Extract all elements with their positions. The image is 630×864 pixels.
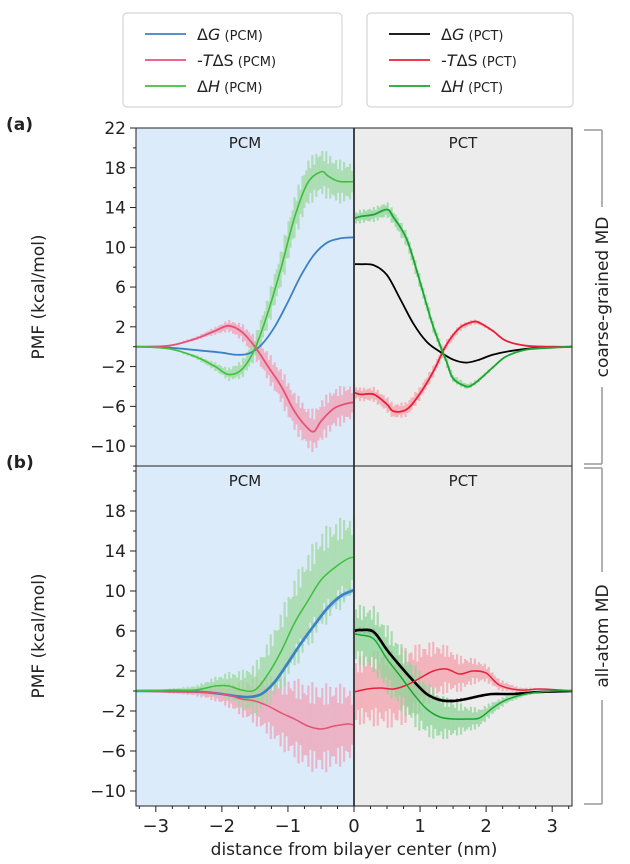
series-line-mTdS_PCT xyxy=(353,668,572,693)
legend-label: ΔH (PCM) xyxy=(197,77,262,96)
y-tick-label: −6 xyxy=(101,397,126,417)
y-tick-label: −10 xyxy=(90,437,126,457)
x-tick-label: −3 xyxy=(143,816,170,837)
legend-pcm: ΔG (PCM) -TΔS (PCM) ΔH (PCM) xyxy=(122,12,343,108)
y-tick-label: 14 xyxy=(104,199,126,219)
legend-frame xyxy=(122,12,343,108)
x-tick-label: 1 xyxy=(414,816,425,837)
region-label-pct: PCT xyxy=(449,134,479,152)
y-axis-label: PMF (kcal/mol) xyxy=(29,573,49,698)
y-tick-label: −2 xyxy=(101,358,126,378)
series-line-dH_PCM xyxy=(136,170,355,376)
y-tick-label: −2 xyxy=(101,702,126,722)
x-axis: −3 −2 −1 0 1 2 3 distance from bilayer center (… xyxy=(138,806,570,860)
y-tick-label: 22 xyxy=(104,119,126,139)
y-tick-label: 2 xyxy=(115,662,126,682)
region-label-pct: PCT xyxy=(449,472,479,490)
legend-label: ΔG (PCT) xyxy=(441,25,504,44)
region-label-pcm: PCM xyxy=(229,134,261,152)
y-tick-label: 10 xyxy=(104,238,126,258)
md-bracket: coarse-grained MD xyxy=(584,129,613,465)
series-line-dH_PCM xyxy=(136,556,355,693)
series-line-dH_PCT xyxy=(353,633,572,720)
panel-a: −10 −6 −2 2 6 10 14 18 22 PMF (kcal/mol) (a) PCM PCT… xyxy=(6,115,613,467)
series-line-mTdS_PCM xyxy=(136,690,355,730)
x-axis-label: distance from bilayer center (nm) xyxy=(211,840,498,860)
md-bracket: all-atom MD xyxy=(584,467,613,805)
legend-label: ΔH (PCT) xyxy=(441,77,503,96)
y-tick-label: 6 xyxy=(115,278,126,298)
y-tick-label: 6 xyxy=(115,622,126,642)
legend-pct: ΔG (PCT) -TΔS (PCT) ΔH (PCT) xyxy=(366,12,574,108)
md-label: coarse-grained MD xyxy=(593,217,613,378)
plot-area xyxy=(136,151,572,453)
panel-label: (b) xyxy=(6,453,34,473)
y-axis-label: PMF (kcal/mol) xyxy=(29,234,49,359)
series-line-dG_PCT xyxy=(353,628,572,703)
series-line-dH_PCT xyxy=(353,208,572,388)
x-tick-label: 3 xyxy=(546,816,557,837)
series-line-mTdS_PCT xyxy=(353,320,572,413)
legend-label: ΔG (PCM) xyxy=(197,25,263,44)
region-label-pcm: PCM xyxy=(229,472,261,490)
y-tick-label: 14 xyxy=(104,542,126,562)
y-tick-label: 18 xyxy=(104,159,126,179)
legend-frame xyxy=(366,12,574,108)
x-tick-label: 0 xyxy=(348,816,359,837)
legend-label: -TΔS (PCT) xyxy=(441,51,517,70)
plot-area xyxy=(136,516,572,773)
y-tick-label: 18 xyxy=(104,502,126,522)
panel-label: (a) xyxy=(6,115,33,135)
y-axis: −10 −6 −2 2 6 10 14 18 xyxy=(90,470,136,802)
y-tick-label: 10 xyxy=(104,582,126,602)
md-label: all-atom MD xyxy=(593,584,613,687)
x-tick-label: 2 xyxy=(480,816,491,837)
legend-layer: ΔG (PCM) -TΔS (PCM) ΔH (PCM) ΔG (PCT) -TΔS (… xyxy=(122,12,574,108)
y-tick-label: 2 xyxy=(115,318,126,338)
y-axis: −10 −6 −2 2 6 10 14 18 22 xyxy=(90,119,136,467)
series-line-dG_PCM xyxy=(136,236,355,356)
region-pct xyxy=(354,466,572,806)
series-line-dG_PCT xyxy=(353,263,572,364)
series-line-mTdS_PCM xyxy=(136,324,355,433)
x-tick-label: −2 xyxy=(209,816,236,837)
y-tick-label: −10 xyxy=(90,782,126,802)
x-tick-label: −1 xyxy=(275,816,302,837)
y-tick-label: −6 xyxy=(101,742,126,762)
region-pct xyxy=(354,128,572,466)
legend-label: -TΔS (PCM) xyxy=(197,51,276,70)
